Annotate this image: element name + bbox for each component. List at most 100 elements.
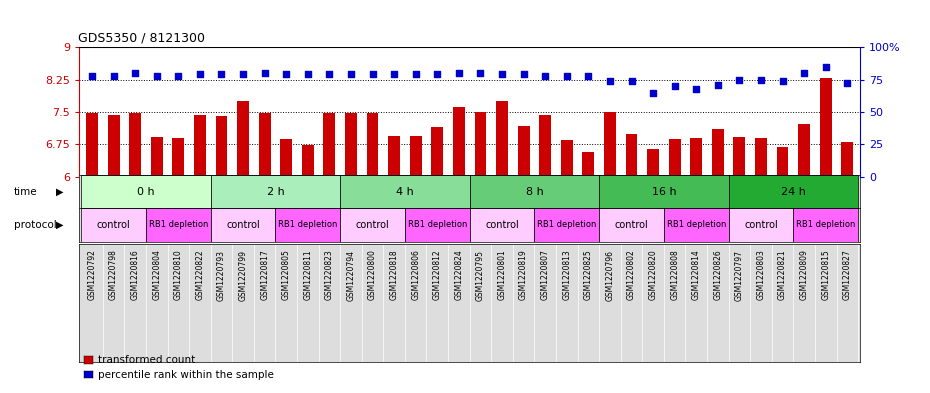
Point — [214, 71, 229, 77]
Text: GSM1220818: GSM1220818 — [390, 250, 399, 300]
Text: 4 h: 4 h — [396, 187, 414, 196]
Bar — [647, 149, 659, 177]
Point — [430, 71, 445, 77]
Text: GSM1220808: GSM1220808 — [671, 250, 679, 300]
Text: 0 h: 0 h — [137, 187, 154, 196]
Text: GSM1220804: GSM1220804 — [153, 250, 161, 300]
Text: control: control — [226, 220, 259, 230]
Text: GSM1220809: GSM1220809 — [800, 250, 809, 300]
Bar — [604, 112, 616, 177]
Bar — [496, 101, 508, 177]
Point — [85, 73, 100, 79]
Text: GSM1220819: GSM1220819 — [519, 250, 528, 300]
Point — [235, 71, 250, 77]
Bar — [324, 113, 336, 177]
Text: GSM1220822: GSM1220822 — [195, 250, 205, 300]
Bar — [798, 124, 810, 177]
Bar — [302, 145, 313, 177]
Bar — [842, 142, 853, 177]
Text: RB1 depletion: RB1 depletion — [407, 220, 467, 230]
Text: GSM1220815: GSM1220815 — [821, 250, 830, 300]
Bar — [151, 137, 163, 177]
Point — [193, 71, 207, 77]
Text: GSM1220825: GSM1220825 — [584, 250, 592, 300]
Text: control: control — [485, 220, 519, 230]
Point — [279, 71, 294, 77]
Bar — [280, 139, 292, 177]
Bar — [259, 113, 271, 177]
Text: GSM1220827: GSM1220827 — [843, 250, 852, 300]
Bar — [711, 129, 724, 177]
Bar — [172, 138, 184, 177]
Point — [538, 73, 552, 79]
Point — [581, 73, 596, 79]
Point — [300, 71, 315, 77]
Bar — [86, 113, 98, 177]
Text: 8 h: 8 h — [525, 187, 543, 196]
Point — [365, 71, 380, 77]
Text: RB1 depletion: RB1 depletion — [667, 220, 726, 230]
Point — [732, 76, 747, 83]
Text: control: control — [97, 220, 130, 230]
Bar — [599, 175, 728, 208]
Bar — [81, 208, 146, 242]
Point — [150, 73, 165, 79]
Bar — [539, 116, 551, 177]
Bar — [108, 116, 120, 177]
Bar — [690, 138, 702, 177]
Point — [711, 82, 725, 88]
Bar — [582, 152, 594, 177]
Bar — [216, 116, 228, 177]
Text: GSM1220793: GSM1220793 — [217, 250, 226, 301]
Point — [495, 71, 510, 77]
Bar — [410, 136, 421, 177]
Point — [603, 78, 618, 84]
Text: GSM1220795: GSM1220795 — [476, 250, 485, 301]
Bar — [129, 113, 141, 177]
Bar — [275, 208, 340, 242]
Point — [667, 83, 682, 89]
Point — [516, 71, 531, 77]
Bar — [728, 208, 793, 242]
Text: GDS5350 / 8121300: GDS5350 / 8121300 — [78, 31, 206, 44]
Point — [451, 70, 466, 76]
Point — [559, 73, 574, 79]
Point — [797, 70, 812, 76]
Point — [645, 90, 660, 96]
Text: RB1 depletion: RB1 depletion — [796, 220, 856, 230]
Text: 2 h: 2 h — [267, 187, 285, 196]
Text: GSM1220816: GSM1220816 — [130, 250, 140, 300]
Text: GSM1220817: GSM1220817 — [260, 250, 269, 300]
Text: transformed count: transformed count — [98, 355, 195, 365]
Bar — [211, 175, 340, 208]
Bar — [734, 137, 745, 177]
Bar — [340, 175, 470, 208]
Text: GSM1220799: GSM1220799 — [239, 250, 247, 301]
Point — [322, 71, 337, 77]
Bar — [777, 147, 789, 177]
Point — [753, 76, 768, 83]
Bar — [626, 134, 637, 177]
Point — [171, 73, 186, 79]
Bar — [474, 112, 486, 177]
Point — [408, 71, 423, 77]
Text: GSM1220811: GSM1220811 — [303, 250, 312, 300]
Bar — [535, 208, 599, 242]
Bar — [146, 208, 211, 242]
Point — [387, 71, 402, 77]
Text: GSM1220823: GSM1220823 — [325, 250, 334, 300]
Text: GSM1220805: GSM1220805 — [282, 250, 291, 300]
Point — [775, 78, 790, 84]
Text: GSM1220800: GSM1220800 — [368, 250, 377, 300]
Text: ▶: ▶ — [56, 220, 63, 230]
Text: GSM1220820: GSM1220820 — [648, 250, 658, 300]
Point — [343, 71, 358, 77]
Text: GSM1220801: GSM1220801 — [498, 250, 507, 300]
Text: GSM1220812: GSM1220812 — [432, 250, 442, 300]
Text: time: time — [14, 187, 37, 196]
Text: 24 h: 24 h — [781, 187, 805, 196]
Bar — [819, 78, 831, 177]
Text: control: control — [615, 220, 648, 230]
Text: GSM1220821: GSM1220821 — [778, 250, 787, 300]
Text: GSM1220810: GSM1220810 — [174, 250, 183, 300]
